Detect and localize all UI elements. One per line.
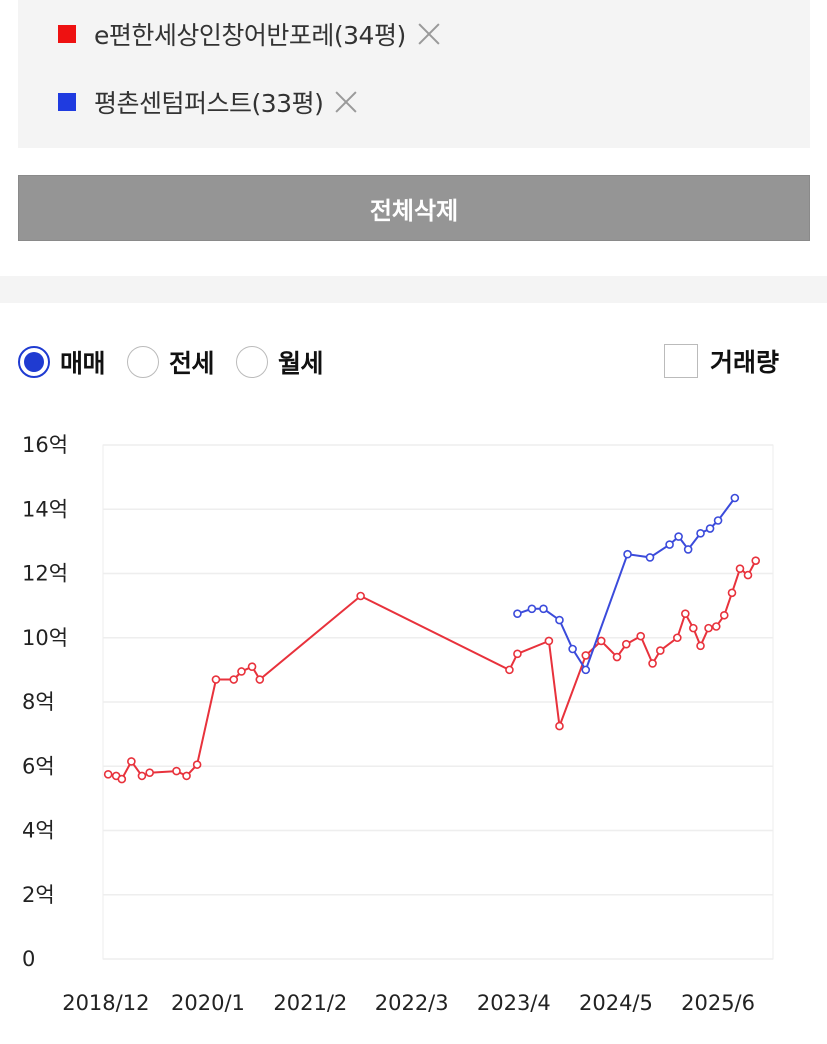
- series-color-swatch: [58, 25, 76, 43]
- data-point: [356, 591, 365, 601]
- y-tick-label: 10억: [22, 626, 68, 650]
- compare-list: e편한세상인창어반포레(34평) 평촌센텀퍼스트(33평): [18, 0, 810, 148]
- y-tick-label: 2억: [22, 883, 55, 907]
- data-point: [730, 493, 740, 503]
- data-point: [705, 524, 715, 533]
- section-divider: [0, 276, 827, 303]
- data-point: [645, 553, 655, 562]
- data-point: [513, 649, 522, 659]
- volume-checkbox[interactable]: [664, 344, 698, 378]
- trade-type-radio-group: 매매 전세 월세: [18, 340, 345, 384]
- data-point: [211, 675, 221, 684]
- data-point: [696, 529, 705, 538]
- data-point: [636, 631, 646, 641]
- delete-all-button[interactable]: 전체삭제: [18, 175, 810, 241]
- data-point: [704, 623, 713, 633]
- x-tick-label: 2025/6: [681, 991, 755, 1015]
- data-point: [137, 771, 147, 781]
- data-point: [513, 609, 522, 618]
- price-chart: 0 2억 4억 6억 8억 10억 12억 14억 16억 2018/12 2020/1 2021/2…: [0, 420, 827, 1020]
- data-point: [596, 636, 606, 646]
- data-point: [743, 570, 753, 580]
- compare-item: e편한세상인창어반포레(34평): [58, 17, 444, 51]
- radio-button[interactable]: [236, 346, 269, 378]
- data-point: [623, 549, 632, 559]
- data-point: [581, 651, 591, 660]
- data-point: [182, 771, 191, 781]
- data-point: [544, 636, 554, 646]
- data-point: [103, 769, 113, 779]
- data-point: [527, 604, 537, 614]
- data-point: [229, 675, 239, 684]
- data-point: [555, 721, 564, 731]
- data-point: [237, 667, 246, 676]
- data-point: [505, 665, 514, 675]
- y-tick-label: 8억: [22, 690, 55, 714]
- data-point: [145, 768, 154, 777]
- x-tick-label: 2022/3: [375, 991, 449, 1015]
- x-tick-label: 2021/2: [273, 991, 347, 1015]
- y-tick-label: 14억: [22, 497, 68, 521]
- data-point: [681, 609, 690, 618]
- close-x-icon[interactable]: [331, 87, 361, 117]
- x-tick-label: 2024/5: [579, 991, 653, 1015]
- x-tick-label: 2023/4: [477, 991, 551, 1015]
- radio-label: 월세: [278, 349, 324, 378]
- data-point: [539, 604, 548, 614]
- data-point: [621, 639, 631, 649]
- compare-item-name: 평촌센텀퍼스트(33평): [94, 89, 324, 118]
- radio-button[interactable]: [127, 346, 160, 378]
- radio-button[interactable]: [18, 346, 50, 378]
- data-point: [696, 641, 705, 651]
- radio-label: 매매: [60, 349, 106, 378]
- y-tick-label: 0: [22, 947, 35, 971]
- data-point: [568, 644, 577, 654]
- data-point: [255, 675, 265, 684]
- data-point: [735, 564, 745, 573]
- radio-monthly-rent[interactable]: 월세: [236, 344, 324, 380]
- data-point: [117, 774, 127, 784]
- data-point: [555, 615, 564, 625]
- data-point: [727, 588, 737, 598]
- volume-toggle[interactable]: 거래량: [664, 343, 779, 379]
- data-point: [673, 633, 682, 643]
- data-point: [711, 622, 721, 631]
- x-tick-label: 2020/1: [171, 991, 245, 1015]
- radio-sale[interactable]: 매매: [18, 344, 106, 380]
- data-point: [656, 646, 665, 655]
- price-chart-svg: 0 2억 4억 6억 8억 10억 12억 14억 16억 2018/12 2020/1 2021/2…: [22, 433, 774, 1015]
- data-point: [674, 532, 683, 541]
- data-point: [192, 760, 202, 769]
- radio-jeonse[interactable]: 전세: [127, 344, 215, 380]
- data-point: [665, 540, 674, 549]
- data-point: [751, 556, 761, 565]
- close-x-icon[interactable]: [414, 19, 444, 49]
- series-color-swatch: [58, 93, 76, 111]
- data-point: [127, 757, 136, 766]
- volume-label: 거래량: [710, 348, 780, 377]
- data-point: [713, 516, 723, 525]
- data-point: [689, 623, 698, 633]
- y-tick-label: 6억: [22, 754, 55, 778]
- data-point: [172, 766, 181, 776]
- data-point: [683, 545, 693, 554]
- data-point: [719, 610, 729, 620]
- radio-label: 전세: [169, 349, 215, 378]
- data-point: [612, 652, 622, 662]
- y-tick-label: 4억: [22, 819, 55, 843]
- y-tick-label: 16억: [22, 433, 68, 457]
- data-point: [581, 665, 591, 675]
- y-tick-label: 12억: [22, 562, 68, 586]
- series-line: [108, 560, 757, 781]
- x-tick-label: 2018/12: [62, 991, 149, 1015]
- data-point: [247, 662, 257, 671]
- compare-item: 평촌센텀퍼스트(33평): [58, 85, 361, 119]
- compare-item-name: e편한세상인창어반포레(34평): [94, 21, 406, 50]
- data-point: [648, 659, 657, 668]
